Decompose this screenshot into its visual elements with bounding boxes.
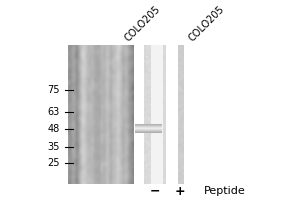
Text: 35: 35 [47, 142, 59, 152]
Text: COLO205: COLO205 [187, 4, 226, 43]
Text: +: + [174, 185, 185, 198]
Text: Peptide: Peptide [203, 186, 245, 196]
Text: COLO205: COLO205 [123, 4, 163, 43]
Text: −: − [149, 185, 160, 198]
Text: 75: 75 [47, 85, 59, 95]
Text: 48: 48 [47, 124, 59, 134]
Bar [134, 45, 144, 184]
Text: 63: 63 [47, 107, 59, 117]
Text: 25: 25 [47, 158, 59, 168]
Bar [166, 45, 178, 184]
